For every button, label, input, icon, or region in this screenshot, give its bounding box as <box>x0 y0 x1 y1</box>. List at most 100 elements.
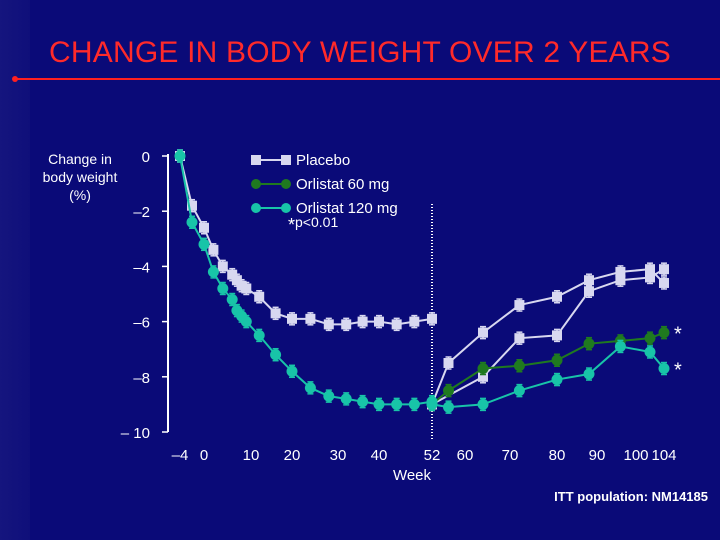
x-tick-label: 90 <box>589 447 606 464</box>
data-point-square <box>478 371 488 382</box>
data-point-square <box>659 277 669 288</box>
data-point-square <box>552 291 562 302</box>
data-point-circle <box>207 266 219 278</box>
data-point-circle <box>658 327 670 339</box>
data-point-circle <box>513 385 525 397</box>
data-point-square <box>615 266 626 277</box>
x-tick-label: 30 <box>330 447 347 464</box>
data-point-square <box>287 313 297 324</box>
title-underline-dot <box>12 76 18 82</box>
y-tick-label: 0 <box>142 149 150 166</box>
population-footnote: ITT population: NM14185 <box>554 489 708 504</box>
series-line-orlistat-60-mg <box>431 331 665 406</box>
x-tick-label: 0 <box>200 447 208 464</box>
data-point-circle <box>391 398 403 410</box>
data-point-square <box>514 333 525 344</box>
data-point-square <box>584 275 594 286</box>
significance-star: * <box>674 360 682 382</box>
x-tick-label: 104 <box>651 447 676 464</box>
data-point-square <box>391 319 402 330</box>
data-point-circle <box>583 338 595 350</box>
y-tick-label: – 10 <box>121 425 150 442</box>
data-point-square <box>305 313 316 324</box>
p-value-note: *p<0.01 <box>288 214 338 236</box>
x-axis-label: Week <box>393 467 432 484</box>
y-axis-label-line: (%) <box>69 187 91 203</box>
data-point-circle <box>443 401 454 413</box>
data-point-circle <box>270 349 282 361</box>
x-tick-label: 100 <box>623 447 648 464</box>
data-point-circle <box>304 382 316 394</box>
data-point-square <box>374 316 384 327</box>
legend-marker-square <box>281 155 291 165</box>
data-point-circle <box>357 396 369 408</box>
legend-marker-circle <box>251 203 261 213</box>
data-point-square <box>552 330 562 341</box>
y-tick-label: –8 <box>133 370 150 387</box>
data-point-circle <box>644 332 656 344</box>
data-point-square <box>659 264 669 275</box>
data-point-circle <box>373 398 385 410</box>
data-point-circle <box>217 282 229 294</box>
slide-title: CHANGE IN BODY WEIGHT OVER 2 YEARS <box>49 36 671 69</box>
left-accent-bar <box>0 0 30 540</box>
legend-marker-circle <box>281 179 291 189</box>
data-point-square <box>584 286 594 297</box>
series-line-orlistat-120-mg <box>179 155 433 406</box>
p-value-text: p<0.01 <box>295 214 339 230</box>
title-underline <box>14 78 720 80</box>
data-point-square <box>323 319 334 330</box>
data-point-square <box>427 313 437 324</box>
data-point-circle <box>426 398 438 410</box>
x-tick-label: 40 <box>371 447 388 464</box>
data-point-circle <box>583 368 595 380</box>
data-point-circle <box>240 316 252 328</box>
x-tick-label: 52 <box>424 447 441 464</box>
data-point-circle <box>323 390 335 402</box>
data-point-square <box>241 283 252 294</box>
data-point-square <box>478 327 488 338</box>
data-point-circle <box>513 360 525 372</box>
data-point-circle <box>174 150 186 162</box>
data-point-circle <box>226 294 238 306</box>
data-point-square <box>187 200 197 211</box>
y-axis-label-line: body weight <box>43 169 118 185</box>
data-point-circle <box>340 393 352 405</box>
y-axis-label-line: Change in <box>48 151 112 167</box>
data-point-square <box>231 275 242 286</box>
y-tick-label: –2 <box>133 204 150 221</box>
data-point-square <box>341 319 352 330</box>
data-point-square <box>254 291 265 302</box>
data-point-square <box>270 308 281 319</box>
legend-marker-square <box>251 155 261 165</box>
legend-label: Orlistat 60 mg <box>296 176 389 193</box>
data-point-circle <box>644 346 656 358</box>
x-tick-label: 60 <box>457 447 474 464</box>
legend-label: Orlistat 120 mg <box>296 200 398 217</box>
legend-marker-circle <box>281 203 291 213</box>
y-tick-label: –4 <box>133 259 150 276</box>
series-line-placebo <box>431 268 665 406</box>
x-tick-label: 70 <box>502 447 519 464</box>
data-point-circle <box>186 216 198 228</box>
x-tick-label: 20 <box>284 447 301 464</box>
data-point-circle <box>477 398 489 410</box>
data-point-circle <box>253 329 265 341</box>
data-point-square <box>227 269 238 280</box>
data-point-square <box>357 316 368 327</box>
data-point-square <box>514 300 525 311</box>
data-point-circle <box>551 374 563 386</box>
legend-marker-circle <box>251 179 261 189</box>
data-point-circle <box>658 363 670 375</box>
data-point-square <box>208 244 219 255</box>
series-line-orlistat-120-mg <box>431 345 665 409</box>
data-point-circle <box>551 354 563 366</box>
data-point-circle <box>286 365 298 377</box>
data-point-circle <box>614 340 626 352</box>
x-tick-label: 80 <box>549 447 566 464</box>
data-point-square <box>615 275 626 286</box>
x-tick-label: 10 <box>243 447 260 464</box>
data-point-circle <box>443 385 454 397</box>
data-point-square <box>409 316 420 327</box>
